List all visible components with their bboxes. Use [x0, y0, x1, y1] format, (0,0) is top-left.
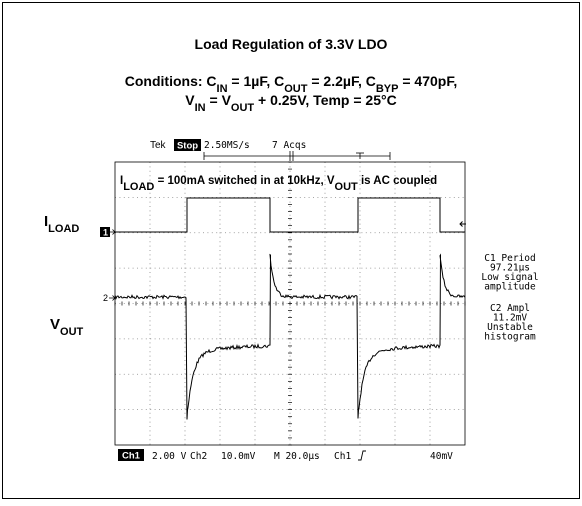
text-run: I — [120, 175, 123, 187]
rate: 2.50MS/s — [204, 140, 250, 151]
subscript: LOAD — [123, 181, 154, 193]
measurement-line: C1 Period — [484, 253, 535, 264]
text-run: is AC coupled — [358, 175, 437, 187]
subscript: OUT — [284, 83, 308, 95]
subscript: BYP — [376, 83, 399, 95]
measurement-line: 97.21µs — [490, 263, 530, 274]
graticule-border — [114, 161, 466, 446]
ch2-scale: 10.0mV — [221, 451, 256, 462]
state: Stop — [177, 141, 198, 152]
state-box — [174, 139, 201, 151]
trigger-level: 40mV — [430, 451, 453, 462]
ch1-marker-box — [100, 227, 110, 237]
subscript: OUT — [60, 326, 84, 338]
subscript: OUT — [335, 181, 359, 193]
subscript: IN — [195, 102, 206, 114]
arrow — [110, 229, 116, 235]
ch2-trace — [114, 253, 466, 420]
subscript: IN — [217, 83, 228, 95]
text-run: + 0.25V, Temp = 25°C — [254, 92, 397, 108]
trigger-arrow — [459, 221, 466, 227]
text-run: I — [44, 213, 48, 230]
annotation: ILOAD = 100mA switched in at 10kHz, VOUT… — [120, 175, 437, 193]
subscript: OUT — [231, 102, 255, 114]
ch1-label: ILOAD — [44, 213, 79, 235]
conditions-line: Conditions: CIN = 1µF, COUT = 2.2µF, CBY… — [125, 73, 457, 95]
footer-ch1: Ch1 — [122, 451, 141, 462]
measurement-line: histogram — [484, 332, 536, 343]
text-run: = 2.2µF, C — [307, 73, 375, 89]
text-run: = 470pF, — [398, 73, 457, 89]
trigger-slope — [358, 450, 366, 461]
measurement-line: C2 Ampl — [490, 303, 530, 314]
measurement-line: amplitude — [484, 282, 536, 293]
timebase: M 20.0µs — [274, 451, 320, 462]
frame — [2, 2, 580, 499]
trigger-source: Ch1 — [334, 451, 351, 462]
acquisitions: 7 Acqs — [272, 140, 306, 151]
arrow — [109, 295, 116, 301]
measurement-line: Low signal — [481, 272, 538, 283]
ch1-marker: 1 — [103, 228, 108, 238]
ch2-label: VOUT — [50, 316, 84, 338]
text-run: = V — [206, 92, 232, 108]
ch1-trace — [115, 197, 465, 233]
text-run: = 1µF, C — [228, 73, 285, 89]
conditions-line: VIN = VOUT + 0.25V, Temp = 25°C — [185, 92, 396, 114]
title: Load Regulation of 3.3V LDO — [195, 36, 388, 52]
record-ruler — [203, 151, 391, 161]
text-run: V — [50, 316, 60, 333]
ch1-box — [118, 449, 144, 461]
measurement-line: 11.2mV — [493, 313, 528, 324]
subscript: LOAD — [48, 223, 79, 235]
footer-ch2: Ch2 — [190, 451, 207, 462]
graticule — [114, 161, 466, 446]
ch2-marker: 2 — [103, 293, 108, 303]
ch1-scale: 2.00 V — [152, 451, 187, 462]
text-run: V — [185, 92, 195, 108]
brand: Tek — [150, 140, 167, 151]
measurement-line: Unstable — [487, 322, 533, 333]
text-run: = 100mA switched in at 10kHz, V — [154, 175, 334, 187]
text-run: Conditions: C — [125, 73, 217, 89]
